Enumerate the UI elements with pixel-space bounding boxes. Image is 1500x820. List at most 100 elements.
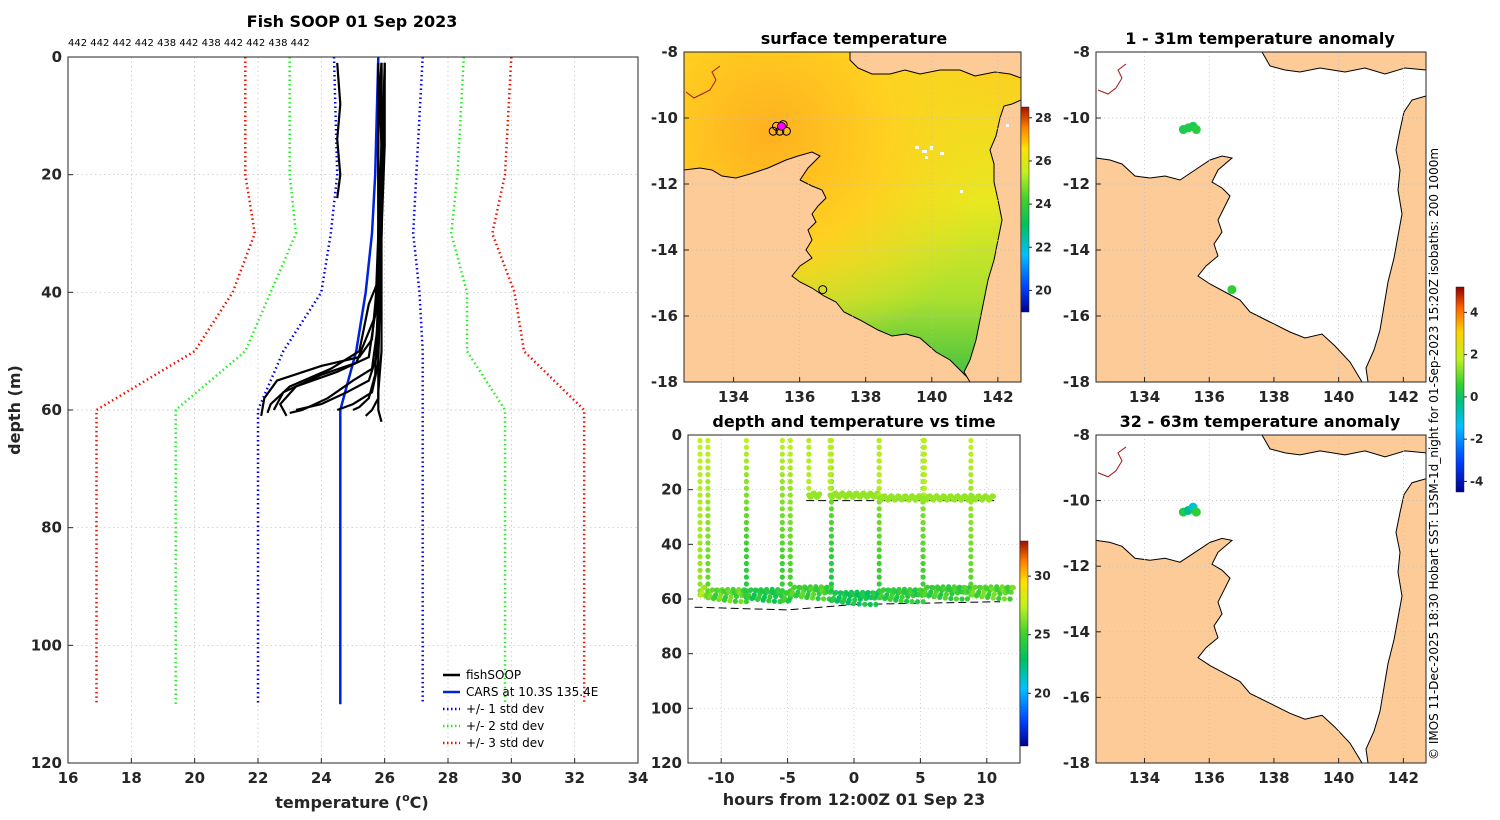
time-depth-point bbox=[743, 444, 750, 450]
time-depth-point bbox=[846, 597, 852, 603]
colorbar-tick-label: 22 bbox=[1035, 240, 1052, 254]
time-depth-point bbox=[779, 567, 785, 573]
colorbar-tick-label: -4 bbox=[1470, 474, 1483, 488]
time-depth-point bbox=[701, 584, 708, 590]
time-depth-point bbox=[743, 574, 750, 580]
time-depth-point bbox=[705, 499, 711, 505]
y-tick-label: 20 bbox=[41, 166, 62, 184]
time-depth-point bbox=[867, 601, 873, 608]
time-depth-point bbox=[827, 472, 833, 478]
time-depth-point bbox=[811, 591, 817, 597]
time-depth-point bbox=[779, 513, 785, 519]
time-depth-point bbox=[915, 599, 921, 605]
time-depth-point bbox=[806, 458, 812, 464]
x-tick-label: 18 bbox=[121, 769, 142, 787]
time-depth-point bbox=[968, 444, 974, 450]
time-depth-point bbox=[920, 513, 926, 519]
land-east bbox=[1365, 95, 1426, 382]
x-tick-label: 16 bbox=[58, 769, 79, 787]
time-depth-point bbox=[697, 485, 703, 491]
x-tick-label: 134 bbox=[718, 388, 749, 406]
sst-gap bbox=[925, 156, 928, 159]
time-depth-point bbox=[787, 574, 793, 580]
time-depth-point bbox=[968, 581, 974, 587]
time-depth-point bbox=[968, 458, 974, 464]
x-tick-label: 142 bbox=[1388, 769, 1419, 787]
time-depth-point bbox=[792, 584, 798, 590]
time-depth-point bbox=[787, 533, 793, 539]
profile-location-marker bbox=[818, 285, 828, 295]
time-depth-point bbox=[899, 594, 905, 600]
time-depth-point bbox=[722, 594, 729, 600]
time-depth-point bbox=[990, 493, 997, 499]
time-depth-point bbox=[779, 540, 785, 546]
time-depth-point bbox=[779, 444, 785, 450]
time-depth-point bbox=[865, 590, 871, 596]
time-depth-point bbox=[828, 526, 835, 532]
time-points bbox=[697, 437, 1017, 608]
time-depth-point bbox=[968, 485, 974, 491]
time-depth-point bbox=[787, 451, 793, 457]
xlabel-sup: o bbox=[402, 791, 410, 804]
bathy-line-lower bbox=[694, 601, 1001, 611]
time-depth-point bbox=[827, 451, 833, 457]
x-tick-label: 26 bbox=[374, 769, 395, 787]
land-east bbox=[1365, 478, 1426, 763]
anomaly-point bbox=[1227, 285, 1237, 295]
time-depth-point bbox=[968, 472, 974, 478]
time-depth-point bbox=[697, 458, 703, 464]
time-depth-point bbox=[968, 437, 974, 444]
y-tick-label: -8 bbox=[661, 43, 678, 61]
fish-profile-line bbox=[336, 62, 342, 199]
std-curve-std2-left bbox=[174, 57, 298, 705]
time-depth-point bbox=[787, 513, 793, 519]
sst-gap bbox=[940, 152, 944, 155]
time-depth-point bbox=[779, 472, 785, 478]
legend-label-std2: +/- 2 std dev bbox=[466, 719, 544, 733]
x-tick-label: 140 bbox=[916, 388, 947, 406]
time-depth-point bbox=[697, 533, 703, 539]
time-depth-point bbox=[697, 499, 703, 505]
time-depth-point bbox=[748, 587, 754, 593]
time-depth-point bbox=[743, 513, 750, 519]
time-depth-point bbox=[968, 451, 974, 457]
time-depth-point bbox=[828, 567, 835, 573]
profile-count-labels: 442 442 442 442 438 442 438 442 442 438 … bbox=[68, 38, 310, 49]
time-depth-point bbox=[736, 587, 742, 593]
time-depth-point bbox=[881, 587, 887, 593]
time-depth-point bbox=[743, 519, 750, 526]
time-depth-point bbox=[705, 581, 711, 587]
time-depth-point bbox=[912, 587, 919, 593]
time-depth-point bbox=[818, 584, 825, 590]
time-depth-point bbox=[705, 519, 711, 526]
x-tick-label: 136 bbox=[1194, 769, 1225, 787]
time-depth-point bbox=[968, 513, 974, 519]
time-depth-point bbox=[920, 533, 926, 539]
y-tick-label: 40 bbox=[661, 535, 682, 553]
time-depth-point bbox=[828, 547, 835, 553]
time-depth-point bbox=[920, 574, 926, 580]
time-depth-point bbox=[884, 592, 890, 598]
time-depth-point bbox=[972, 584, 978, 590]
x-tick-label: 140 bbox=[1323, 388, 1354, 406]
time-depth-point bbox=[806, 444, 812, 450]
time-depth-point bbox=[920, 547, 926, 553]
time-depth-point bbox=[862, 601, 868, 607]
time-depth-point bbox=[705, 458, 711, 464]
time-depth-point bbox=[779, 533, 785, 539]
time-depth-point bbox=[986, 592, 992, 598]
time-depth-point bbox=[699, 590, 705, 596]
current-profile-marker bbox=[777, 121, 786, 131]
time-depth-point bbox=[876, 472, 882, 478]
y-tick-label: -12 bbox=[1063, 557, 1090, 575]
time-depth-point bbox=[697, 519, 703, 526]
time-depth-point bbox=[787, 458, 793, 464]
time-depth-point bbox=[697, 540, 703, 546]
xlabel-text: temperature ( bbox=[275, 793, 402, 812]
time-depth-point bbox=[1001, 596, 1008, 602]
time-depth-point bbox=[968, 506, 974, 512]
y-tick-label: -16 bbox=[651, 307, 678, 325]
std-curve-std1-left bbox=[256, 56, 339, 705]
time-depth-point bbox=[1008, 589, 1014, 595]
